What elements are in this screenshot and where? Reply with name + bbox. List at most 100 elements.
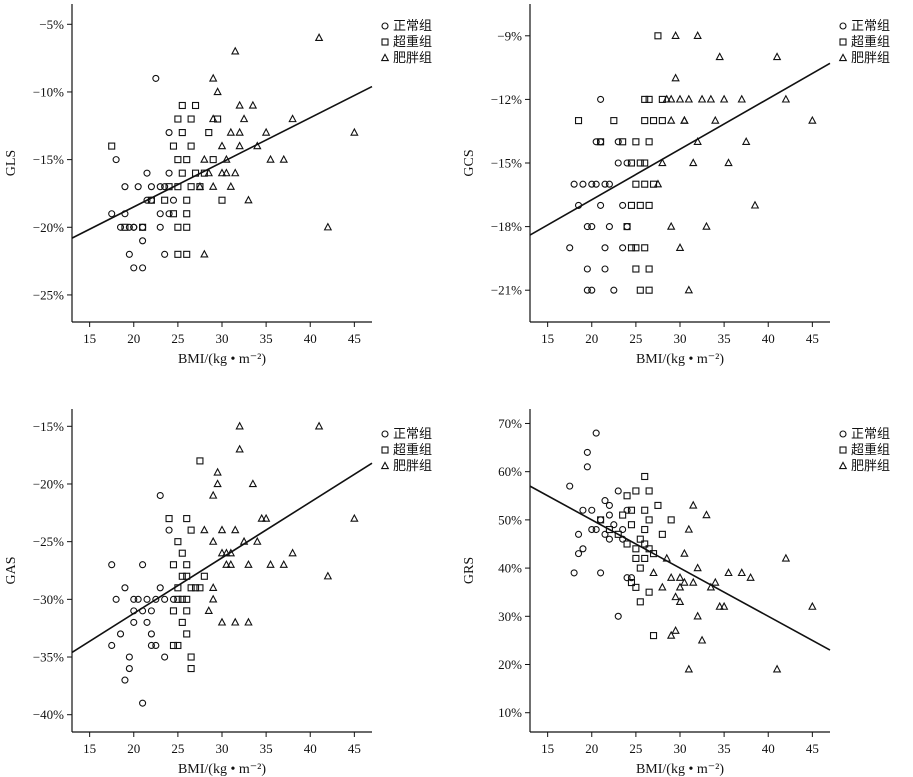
data-point-square	[645, 265, 653, 273]
legend-marker-square	[381, 38, 389, 46]
y-tick-label: −15%	[33, 152, 64, 167]
data-point-square	[636, 159, 644, 167]
data-point-circle	[574, 201, 583, 209]
data-point-circle	[169, 196, 178, 204]
x-tick-label: 20	[585, 331, 598, 346]
data-point-circle	[597, 138, 605, 146]
data-point-triangle	[697, 94, 707, 103]
data-point-circle	[605, 180, 613, 188]
data-point-square	[161, 196, 169, 204]
data-point-square	[183, 210, 191, 218]
legend-label: 正常组	[393, 427, 432, 442]
data-point-circle	[574, 530, 583, 538]
data-point-triangle	[208, 181, 218, 190]
data-point-triangle	[200, 154, 209, 163]
data-point-square	[169, 607, 178, 615]
data-point-circle	[156, 584, 164, 592]
data-point-square	[645, 201, 653, 209]
data-point-triangle	[675, 572, 685, 581]
data-point-square	[632, 244, 640, 252]
data-point-square	[667, 516, 675, 524]
data-point-circle	[566, 244, 574, 252]
data-point-square	[183, 630, 191, 638]
y-tick-label: −35%	[33, 650, 64, 665]
x-tick-label: 35	[260, 741, 273, 756]
data-point-triangle	[662, 94, 671, 103]
data-point-circle	[134, 595, 142, 603]
data-point-triangle	[239, 114, 249, 123]
data-point-circle	[161, 183, 169, 191]
data-point-triangle	[724, 568, 733, 577]
regression-line	[71, 462, 373, 654]
y-axis-title: GCS	[462, 149, 477, 176]
data-point-triangle	[671, 73, 680, 82]
y-tick-label: −20%	[33, 476, 64, 491]
data-point-triangle	[680, 577, 689, 586]
data-point-square	[174, 115, 182, 123]
panel-grs: 15 20 25 30 35 40 45 70% 60% 50% 40% 30% 20% 10% BMI/(…	[462, 409, 890, 777]
data-point-triangle	[217, 548, 227, 557]
data-point-circle	[610, 521, 618, 529]
data-point-triangle	[671, 592, 680, 601]
data-point-square	[610, 117, 618, 125]
data-point-circle	[623, 223, 631, 231]
legend-marker-square	[839, 446, 847, 454]
data-point-circle	[139, 607, 147, 615]
data-point-triangle	[693, 611, 702, 620]
data-point-square	[645, 588, 653, 596]
data-point-triangle	[746, 572, 755, 581]
data-point-triangle	[244, 559, 253, 568]
data-point-circle	[614, 138, 622, 146]
x-tick-label: 25	[171, 741, 184, 756]
data-point-circle	[130, 264, 138, 272]
data-point-triangle	[222, 559, 231, 568]
legend-label: 超重组	[393, 34, 432, 50]
data-point-circle	[619, 535, 627, 543]
data-point-triangle	[314, 421, 324, 430]
legend-marker-circle	[381, 430, 389, 438]
x-tick-label: 25	[629, 331, 642, 346]
data-point-square	[627, 244, 636, 252]
data-point-triangle	[693, 31, 702, 39]
y-tick-label: −12%	[491, 92, 522, 107]
data-point-square	[183, 561, 191, 569]
data-point-circle	[130, 595, 138, 603]
data-point-triangle	[666, 94, 676, 103]
data-point-circle	[597, 95, 605, 103]
data-point-circle	[579, 545, 587, 553]
data-point-circle	[623, 574, 631, 582]
data-point-triangle	[671, 31, 680, 39]
data-point-triangle	[653, 179, 663, 188]
data-point-triangle	[715, 52, 724, 61]
data-point-circle	[152, 595, 160, 603]
data-point-triangle	[658, 582, 667, 591]
data-point-triangle	[235, 141, 244, 150]
data-point-triangle	[231, 168, 240, 177]
data-point-square	[641, 180, 649, 188]
data-point-triangle	[680, 548, 689, 557]
data-point-triangle	[261, 513, 271, 522]
data-point-square	[174, 156, 182, 164]
legend-label: 超重组	[851, 34, 890, 50]
data-point-triangle	[666, 221, 676, 230]
data-point-circle	[614, 159, 622, 167]
data-point-circle	[610, 286, 618, 294]
data-point-square	[645, 516, 653, 524]
panel-gcs: 15 20 25 30 35 40 45 −9% −12% −15% −18% −21% BMI/(kg…	[462, 4, 890, 367]
data-point-circle	[125, 665, 133, 673]
data-point-circle	[592, 429, 600, 437]
data-point-circle	[165, 526, 173, 534]
x-axis-title: BMI/(kg • m⁻²)	[178, 352, 266, 367]
data-point-triangle	[217, 617, 227, 626]
data-point-square	[169, 142, 178, 150]
data-point-square	[645, 138, 653, 146]
data-point-triangle	[213, 467, 222, 476]
data-point-triangle	[323, 571, 333, 580]
data-point-square	[627, 201, 636, 209]
data-point-square	[191, 169, 200, 177]
data-point-circle	[130, 223, 138, 231]
data-point-triangle	[244, 617, 253, 626]
data-point-triangle	[750, 200, 760, 209]
data-point-square	[636, 535, 644, 543]
x-tick-label: 30	[674, 741, 687, 756]
